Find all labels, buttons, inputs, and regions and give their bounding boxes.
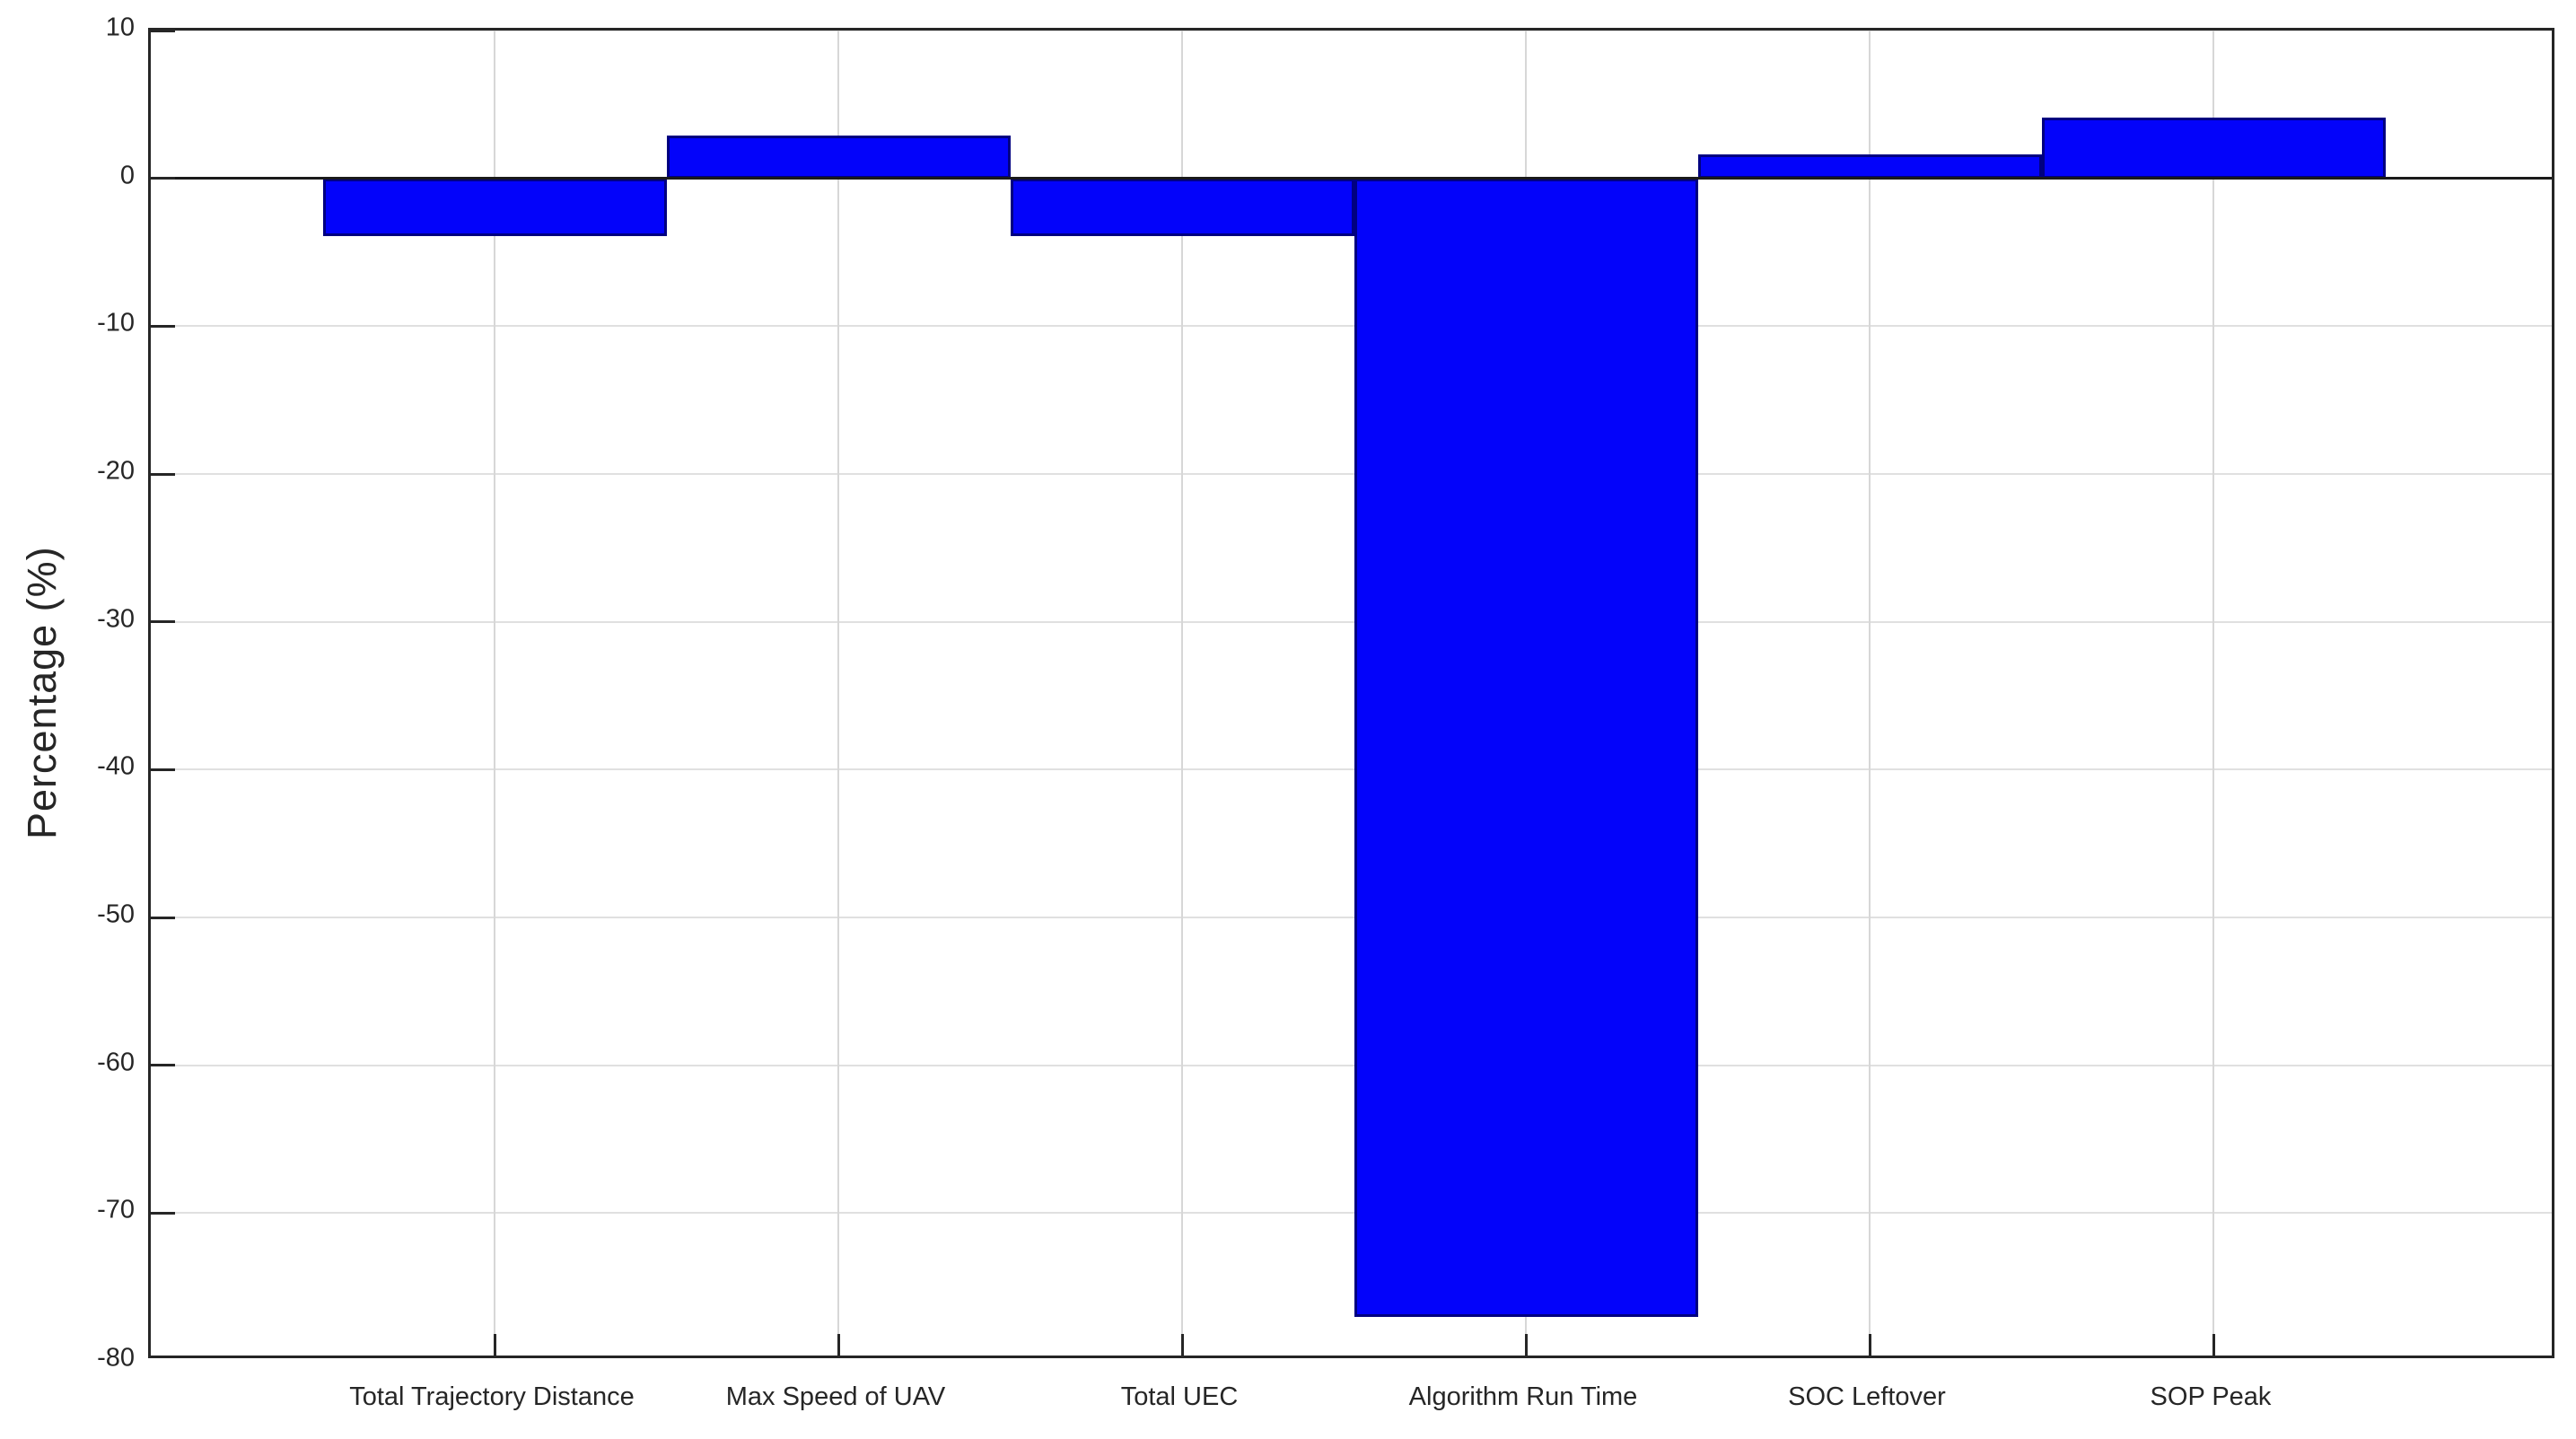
x-tick-label: SOC Leftover xyxy=(1788,1382,1946,1411)
y-tick-mark xyxy=(151,324,175,328)
y-tick-label: -50 xyxy=(97,899,135,929)
h-gridline xyxy=(151,620,2552,623)
x-tick-label: Max Speed of UAV xyxy=(725,1382,946,1411)
y-tick-mark xyxy=(151,31,175,32)
y-tick-label: -30 xyxy=(97,604,135,634)
y-tick-label: 0 xyxy=(119,161,135,190)
y-tick-label: -80 xyxy=(97,1343,135,1373)
plot-area xyxy=(148,28,2554,1358)
v-gridline xyxy=(494,31,495,1356)
h-gridline xyxy=(151,30,2554,31)
h-gridline xyxy=(151,473,2552,475)
x-tick-label: SOP Peak xyxy=(2150,1382,2272,1411)
v-gridline xyxy=(1181,31,1183,1356)
y-tick-label: -20 xyxy=(97,456,135,486)
y-tick-mark xyxy=(151,916,175,919)
bar xyxy=(1010,178,1354,236)
y-tick-label: 10 xyxy=(105,13,135,42)
x-tick-mark xyxy=(493,1334,496,1356)
h-gridline xyxy=(151,1064,2552,1066)
v-gridline xyxy=(837,31,839,1356)
x-tick-mark xyxy=(837,1334,840,1356)
h-gridline xyxy=(151,1212,2552,1215)
x-tick-label: Total UEC xyxy=(1120,1382,1239,1411)
y-tick-mark xyxy=(151,177,175,180)
h-gridline xyxy=(151,325,2552,328)
y-tick-mark xyxy=(151,620,175,624)
bar xyxy=(666,135,1011,179)
y-tick-mark xyxy=(151,472,175,476)
y-tick-label: -10 xyxy=(97,308,135,338)
x-tick-mark xyxy=(1868,1334,1871,1356)
x-tick-mark xyxy=(2212,1334,2215,1356)
y-axis-title: Percentage (%) xyxy=(19,546,65,840)
bar xyxy=(2041,118,2386,179)
x-tick-mark xyxy=(1180,1334,1184,1356)
bar xyxy=(1697,154,2042,179)
y-tick-label: -70 xyxy=(97,1195,135,1224)
v-gridline xyxy=(1869,31,1871,1356)
x-tick-label: Algorithm Run Time xyxy=(1408,1382,1638,1411)
bar xyxy=(322,178,667,236)
h-gridline xyxy=(151,917,2552,918)
zero-baseline xyxy=(151,177,2552,180)
bar xyxy=(1354,178,1698,1317)
y-tick-mark xyxy=(151,1211,175,1215)
x-tick-mark xyxy=(1524,1334,1528,1356)
y-tick-label: -60 xyxy=(97,1048,135,1077)
y-tick-label: -40 xyxy=(97,751,135,781)
y-tick-mark xyxy=(151,1064,175,1067)
y-tick-mark xyxy=(151,768,175,771)
h-gridline xyxy=(151,768,2552,771)
v-gridline xyxy=(2212,31,2214,1356)
x-tick-label: Total Trajectory Distance xyxy=(349,1382,635,1411)
